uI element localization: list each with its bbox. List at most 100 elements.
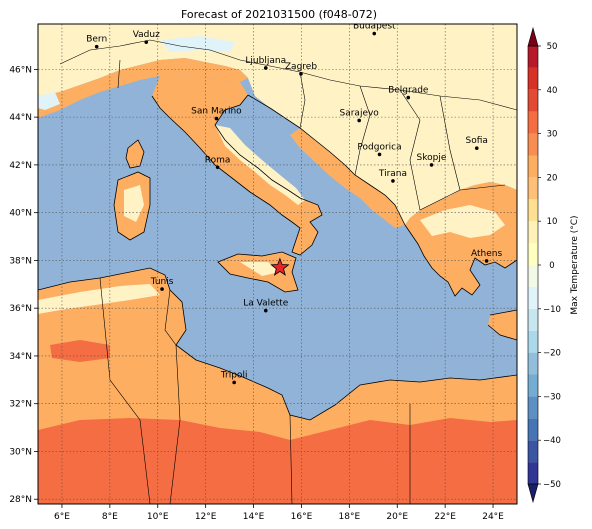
- city-dot: [215, 165, 220, 170]
- longitude-ticks: 6°E 8°E 10°E 12°E 14°E 16°E 18°E 20°E 22°E 24°E: [54, 504, 504, 522]
- city-label: Athens: [471, 249, 502, 259]
- lat-tick-label: 32°N: [9, 400, 32, 410]
- city-dot: [160, 287, 164, 291]
- lon-tick-label: 14°E: [243, 512, 265, 522]
- city-label: Podgorica: [357, 142, 401, 152]
- city-dot: [406, 95, 411, 100]
- colorbar-segment: [528, 308, 538, 331]
- colorbar: −50 −40 −30 −20 −10 0 10 20 30 40 50: [527, 26, 561, 504]
- land-africa-cool-strip: [38, 284, 160, 314]
- colorbar-segment: [528, 67, 538, 90]
- colorbar-segment: [528, 243, 538, 265]
- colorbar-segment: [528, 221, 538, 244]
- city-dot: [232, 380, 236, 385]
- land-greece-cool: [420, 205, 505, 238]
- city-label: Roma: [205, 155, 231, 165]
- city-label: Bern: [86, 35, 107, 45]
- colorbar-tick-label: −40: [543, 436, 561, 446]
- lat-tick-label: 34°N: [9, 352, 32, 362]
- city-label: Vaduz: [133, 30, 160, 40]
- colorbar-tick-label: 40: [547, 86, 558, 96]
- city-label: Sofia: [466, 136, 488, 146]
- colorbar-extend-top: [527, 26, 539, 47]
- cold-patch-west: [38, 92, 60, 110]
- lat-tick-label: 36°N: [9, 304, 32, 314]
- lon-tick-label: 6°E: [54, 512, 70, 522]
- city-dot: [214, 116, 219, 121]
- colorbar-segment: [528, 133, 538, 156]
- city-label: Belgrade: [388, 86, 429, 96]
- lon-tick-label: 10°E: [147, 512, 169, 522]
- cold-patch-alps: [160, 36, 235, 52]
- colorbar-segment: [528, 155, 538, 178]
- latitude-ticks: 28°N 30°N 32°N 34°N 36°N 38°N 40°N 42°N 44°N 46°N: [9, 65, 38, 505]
- colorbar-tick-label: 30: [547, 130, 558, 140]
- colorbar-segment: [528, 330, 538, 353]
- colorbar-segment: [528, 440, 538, 463]
- city-dot: [94, 44, 99, 49]
- colorbar-tick-label: −30: [543, 392, 561, 402]
- colorbar-tick-label: −20: [543, 349, 561, 359]
- colorbar-segment: [528, 462, 538, 484]
- lat-tick-label: 38°N: [9, 256, 32, 266]
- lat-tick-label: 44°N: [9, 113, 32, 123]
- city-label: Ljubljana: [245, 56, 286, 66]
- colorbar-segment: [528, 265, 538, 287]
- city-dot: [372, 31, 377, 36]
- city-dot: [484, 259, 489, 263]
- colorbar-tick-label: 0: [549, 261, 554, 271]
- colorbar-segment: [528, 46, 538, 68]
- city-dot: [474, 146, 479, 150]
- lon-tick-label: 20°E: [386, 512, 408, 522]
- city-label: Zagreb: [285, 62, 317, 72]
- colorbar-tick-label: 20: [547, 173, 558, 183]
- lat-tick-label: 46°N: [9, 65, 32, 75]
- city-dot: [377, 152, 382, 157]
- lat-tick-label: 40°N: [9, 209, 32, 219]
- city-label: Tirana: [378, 169, 407, 179]
- land-north-warm: [38, 58, 248, 118]
- lat-tick-label: 28°N: [9, 495, 32, 505]
- city-label: Sarajevo: [340, 108, 380, 118]
- city-dot: [391, 179, 395, 183]
- colorbar-segment: [528, 177, 538, 200]
- lon-tick-label: 8°E: [102, 512, 118, 522]
- land-africa-hot-patch: [50, 340, 110, 362]
- colorbar-segment: [528, 199, 538, 222]
- city-label: Skopje: [417, 153, 447, 163]
- city-dot: [357, 118, 361, 123]
- colorbar-tick-label: 50: [547, 42, 558, 52]
- colorbar-segment: [528, 374, 538, 397]
- city-label: Tripoli: [220, 370, 248, 380]
- colorbar-tick-label: −10: [543, 305, 561, 315]
- city-dot: [263, 66, 268, 70]
- city-dot: [144, 40, 149, 44]
- colorbar-tick-label: −50: [543, 480, 561, 490]
- colorbar-segment: [528, 418, 538, 441]
- city-label: Budapest: [353, 22, 396, 32]
- lon-tick-label: 18°E: [339, 512, 361, 522]
- lon-tick-label: 16°E: [291, 512, 313, 522]
- colorbar-extend-bottom: [527, 483, 539, 504]
- colorbar-segment: [528, 111, 538, 134]
- colorbar-tick-label: 10: [547, 217, 558, 227]
- colorbar-label: Max Temperature (°C): [570, 215, 580, 314]
- map-frame: [37, 23, 518, 505]
- land-corsica: [126, 140, 144, 168]
- land-italy: [152, 74, 322, 255]
- figure-title: Forecast of 2021031500 (f048-072): [181, 8, 377, 21]
- land-sicily-cool: [240, 262, 280, 276]
- city-dot: [299, 72, 303, 76]
- colorbar-segment: [528, 396, 538, 419]
- city-dot: [263, 308, 268, 313]
- land-balkans-coast: [290, 128, 405, 228]
- lon-tick-label: 22°E: [434, 512, 456, 522]
- city-label: La Valette: [243, 299, 288, 309]
- colorbar-segment: [528, 89, 538, 112]
- land-turkey: [488, 310, 517, 340]
- coastlines: [38, 94, 517, 421]
- lat-tick-label: 30°N: [9, 447, 32, 457]
